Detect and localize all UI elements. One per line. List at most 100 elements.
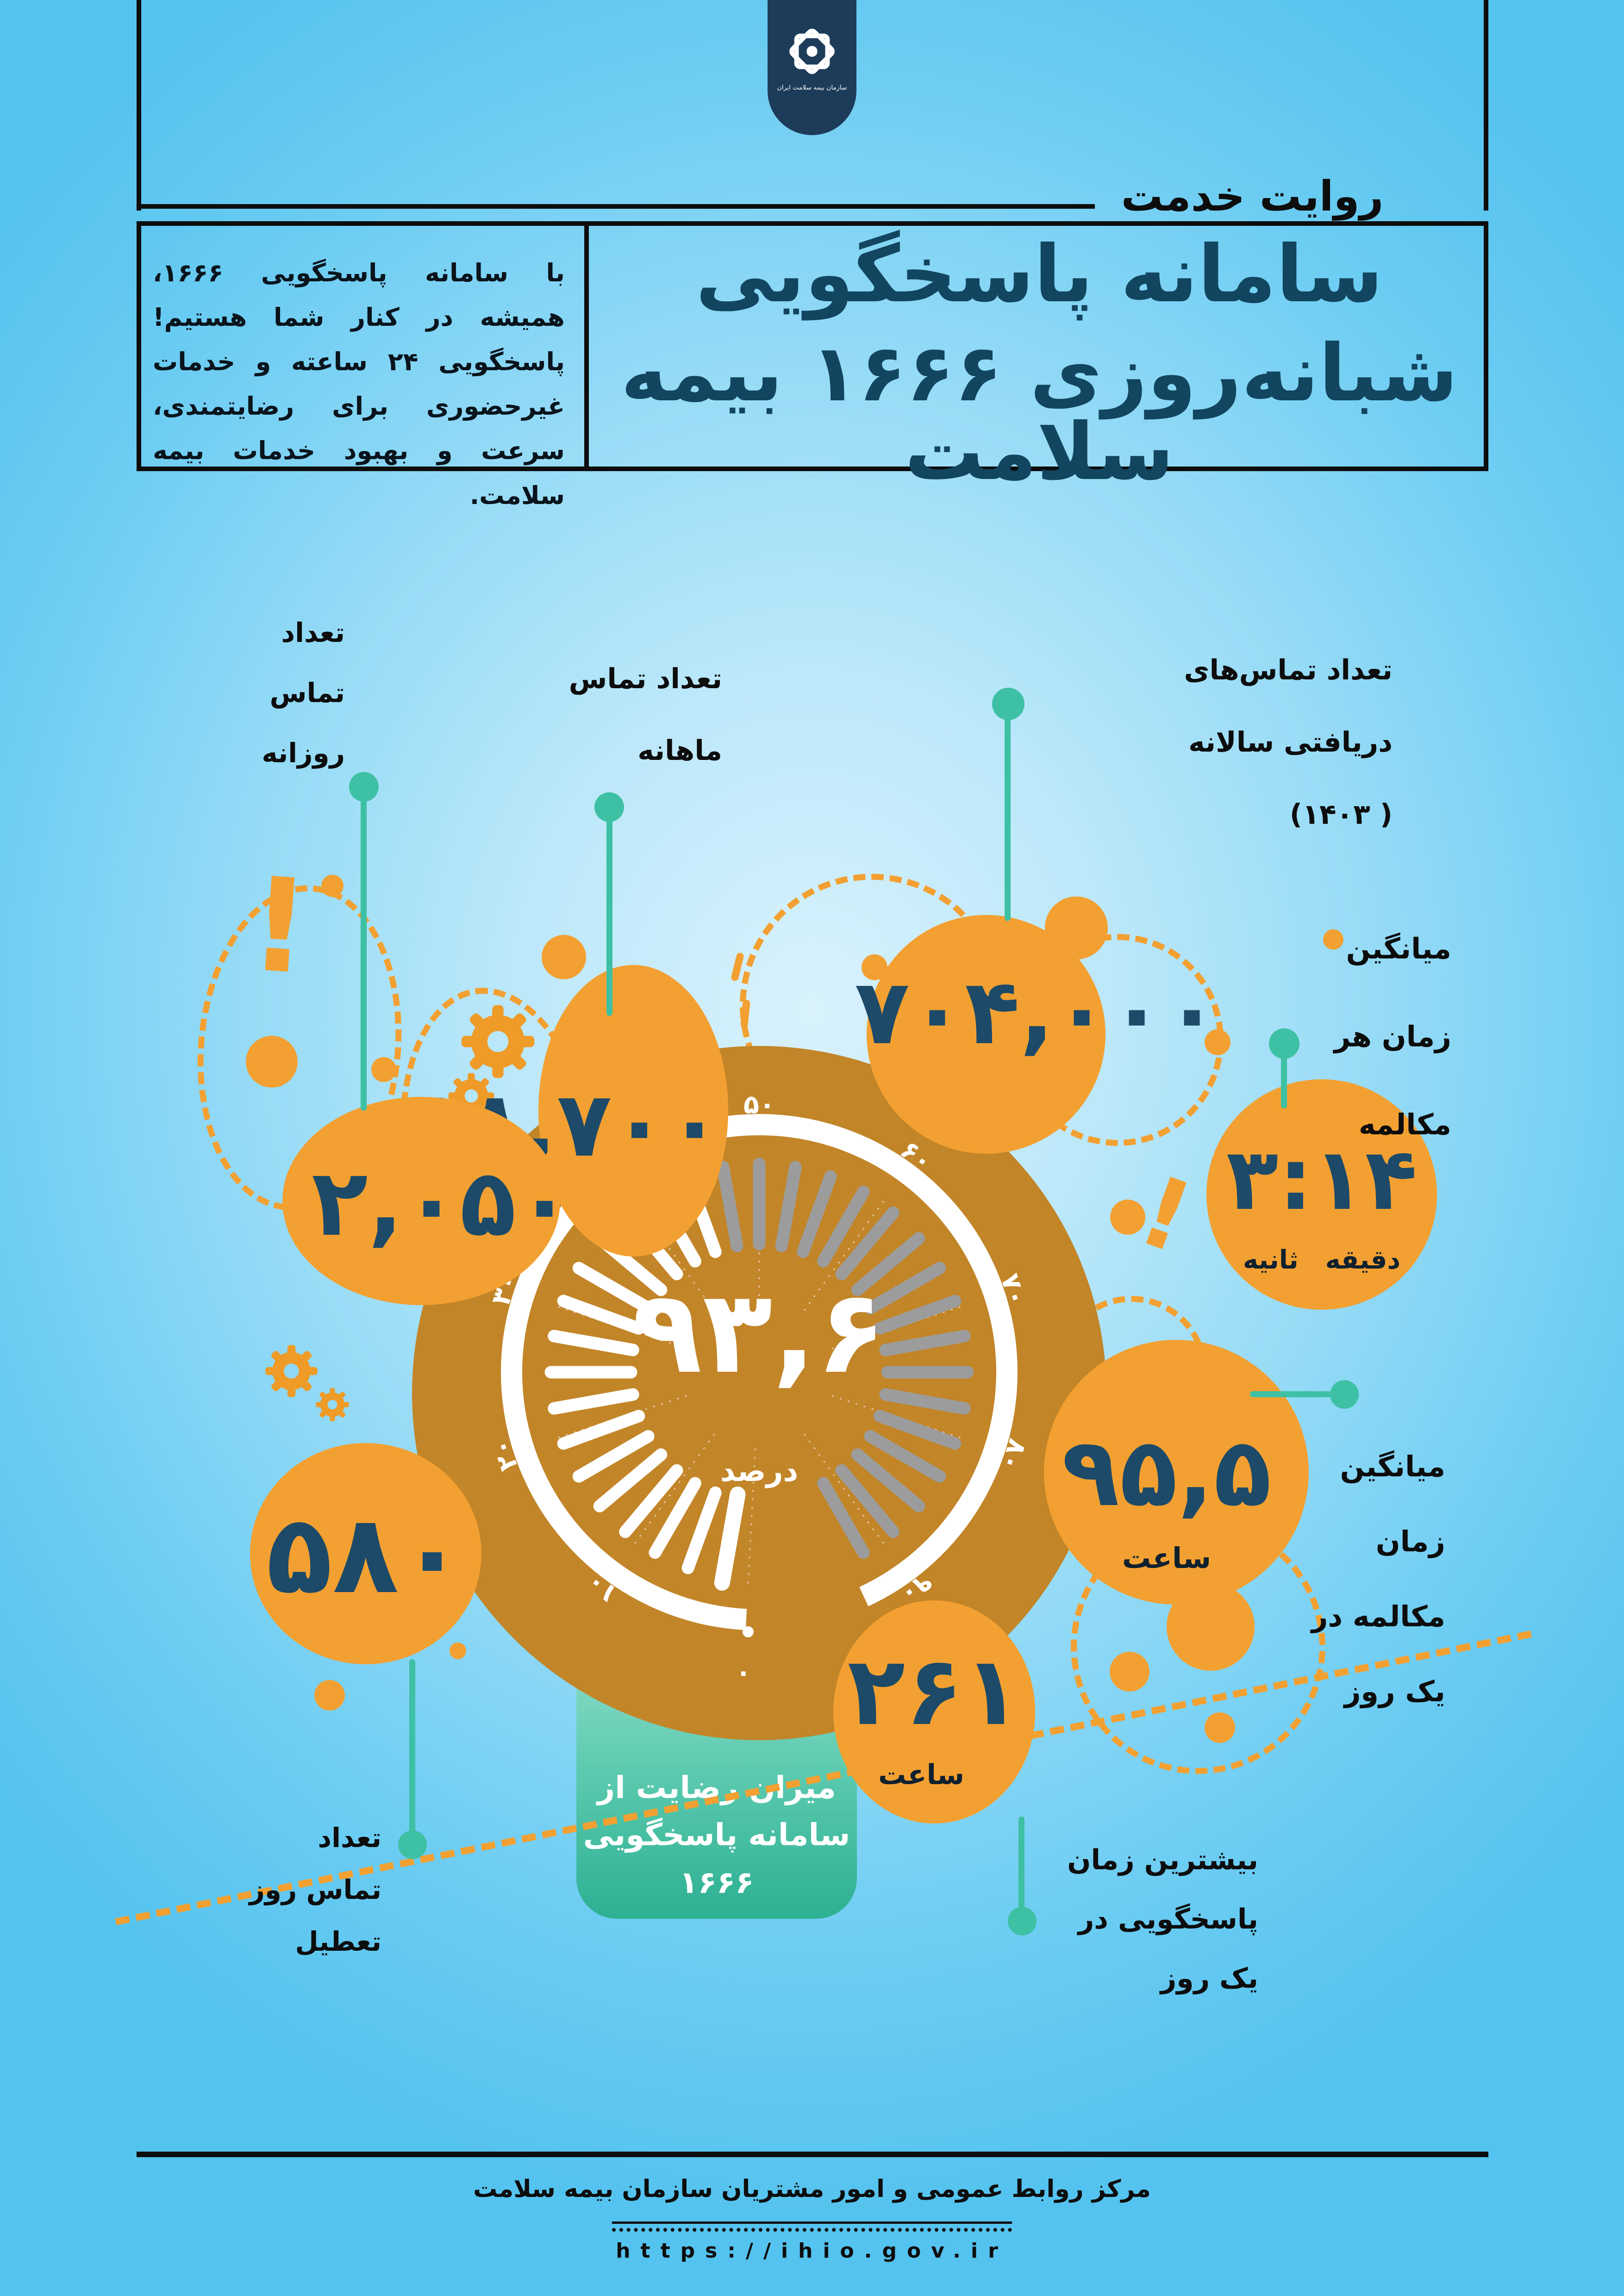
holiday-calls-label: تعداد تماس روز تعطیل	[249, 1822, 382, 1957]
satisfaction-caption-line1: میزان رضایت از	[597, 1770, 836, 1805]
gauge-tick	[649, 1477, 701, 1559]
gear-icon	[316, 1388, 349, 1421]
page-title-line1: سامانه پاسخگویی	[695, 229, 1383, 320]
title-box-left	[137, 221, 141, 471]
gauge-tick	[557, 1294, 645, 1335]
exclamation-decoration: !	[244, 849, 314, 1004]
connector-talk	[1250, 1391, 1338, 1397]
talk-time-per-day-label: میانگین زمان مکالمه در یک روز	[1311, 1450, 1445, 1708]
gauge-ring	[501, 1114, 1018, 1630]
gauge-tick	[714, 1486, 746, 1591]
title-box-divider	[584, 221, 589, 471]
dot-decoration	[743, 1626, 754, 1637]
connector-holiday-dot	[398, 1830, 427, 1859]
page-title-line2: شبانه‌روزی ۱۶۶۶ بیمه سلامت	[620, 328, 1458, 498]
gauge-tick	[864, 1262, 946, 1314]
avg-call-duration-units: دقیقه ثانیه	[1230, 1245, 1414, 1275]
talk-time-balloon-dot	[1205, 1712, 1235, 1743]
connector-talk-dot	[1330, 1380, 1359, 1409]
org-logo-icon	[789, 29, 835, 74]
yearly-calls-label: تعداد تماس‌های دریافتی سالانه ( ۱۴۰۳)	[1184, 654, 1393, 831]
title-box-right	[1484, 221, 1488, 471]
satisfaction-caption: میزان رضایت از سامانه پاسخگویی ۱۶۶۶	[576, 1764, 857, 1906]
footer-separator-dotted	[612, 2228, 1012, 2232]
connector-daily-dot	[349, 772, 379, 802]
gauge-tick	[548, 1388, 639, 1415]
connector-max	[1018, 1817, 1024, 1921]
gauge-tick	[851, 1232, 925, 1296]
gauge-tick	[873, 1294, 962, 1335]
gauge-tick	[873, 1410, 962, 1450]
gauge-tick	[797, 1170, 837, 1258]
intro-description: با سامانه پاسخگویی ۱۶۶۶، همیشه در کنار ش…	[153, 258, 565, 510]
avg-call-duration-balloon	[1206, 1079, 1437, 1310]
footer-separator	[612, 2221, 1012, 2224]
gauge-tick	[817, 1477, 870, 1559]
dot-decoration	[314, 1680, 345, 1711]
gauge-tick	[835, 1206, 899, 1281]
holiday-calls-value: ۵۸۰	[266, 1492, 466, 1618]
connector-daily	[361, 787, 367, 1111]
dot-decoration	[450, 1643, 466, 1659]
gauge-tick	[775, 1161, 802, 1252]
gauge-tick	[879, 1330, 971, 1356]
max-answer-time-unit: ساعت	[878, 1759, 965, 1791]
gauge-unit: درصد	[720, 1454, 799, 1488]
dot-decoration	[1110, 1200, 1145, 1235]
monthly-calls-balloon-bump	[542, 935, 586, 979]
org-banner: سازمان بیمه سلامت ایران	[768, 0, 856, 135]
avg-call-duration-value: ۳:۱۴	[1226, 1129, 1418, 1229]
unit-minutes: دقیقه	[1325, 1245, 1401, 1275]
talk-time-balloon-bump	[1167, 1583, 1255, 1671]
daily-calls-balloon	[282, 1097, 560, 1305]
satisfaction-caption-line2: سامانه پاسخگویی	[583, 1817, 850, 1853]
satisfaction-caption-line3: ۱۶۶۶	[679, 1864, 754, 1900]
kicker: روایت خدمت	[1121, 172, 1384, 221]
max-answer-time-label: بیشترین زمان پاسخگویی در یک روز	[1067, 1844, 1258, 1995]
footer-url: https://ihio.gov.ir	[616, 2239, 1008, 2263]
gauge-tick	[717, 1161, 743, 1252]
talk-time-per-day-value: ۹۵,۵	[1062, 1418, 1272, 1528]
talk-time-unit: ساعت	[1122, 1541, 1212, 1575]
gauge-tick	[864, 1430, 946, 1483]
max-answer-time-balloon	[833, 1600, 1035, 1823]
gauge-scale-label: ۵۰	[743, 1090, 775, 1120]
gauge-tick	[851, 1448, 925, 1512]
daily-calls-label: تعداد تماس روزانه	[262, 617, 345, 769]
dot-decoration	[1110, 1652, 1149, 1692]
gauge-scale-label: ۰	[735, 1660, 752, 1691]
page-title: سامانه پاسخگویی شبانه‌روزی ۱۶۶۶ بیمه سلا…	[611, 235, 1468, 492]
gauge-tick	[572, 1430, 655, 1483]
gauge-tick	[681, 1486, 722, 1574]
connector-avg	[1281, 1044, 1287, 1108]
gauge-value: ۹۳,۶	[632, 1266, 887, 1399]
max-answer-time-value: ۲۶۱	[847, 1636, 1021, 1747]
footer-line	[137, 2152, 1488, 2157]
connector-avg-dot	[1269, 1028, 1299, 1059]
yearly-calls-balloon-dot	[862, 954, 887, 980]
yearly-calls-value: ۷۰۴,۰۰۰	[854, 959, 1220, 1064]
header-border-right	[1484, 0, 1488, 211]
monthly-calls-balloon	[538, 965, 728, 1257]
kicker-line	[137, 204, 1095, 209]
footer-org: مرکز روابط عمومی و امور مشتریان سازمان ب…	[473, 2175, 1151, 2203]
gauge-tick	[572, 1262, 655, 1314]
talk-time-per-day-balloon	[1044, 1340, 1309, 1605]
monthly-calls-label: تعداد تماس ماهانه	[568, 663, 722, 767]
gauge-tick	[879, 1388, 971, 1415]
gauge-tick	[817, 1185, 870, 1268]
dot-decoration	[371, 1057, 396, 1082]
title-box-top	[137, 221, 1488, 226]
connector-yearly	[1005, 703, 1011, 921]
daily-calls-value: ۲,۰۵۰	[311, 1149, 573, 1257]
gauge-tick	[593, 1448, 668, 1512]
gear-icon	[265, 1345, 318, 1397]
connector-yearly-dot	[992, 688, 1024, 720]
gauge-tick	[557, 1410, 645, 1450]
gear-icon	[461, 1005, 535, 1078]
unit-seconds: ثانیه	[1243, 1245, 1299, 1275]
connector-max-dot	[1008, 1907, 1037, 1935]
yearly-calls-balloon-bump	[1045, 896, 1108, 959]
holiday-calls-balloon	[250, 1443, 481, 1664]
